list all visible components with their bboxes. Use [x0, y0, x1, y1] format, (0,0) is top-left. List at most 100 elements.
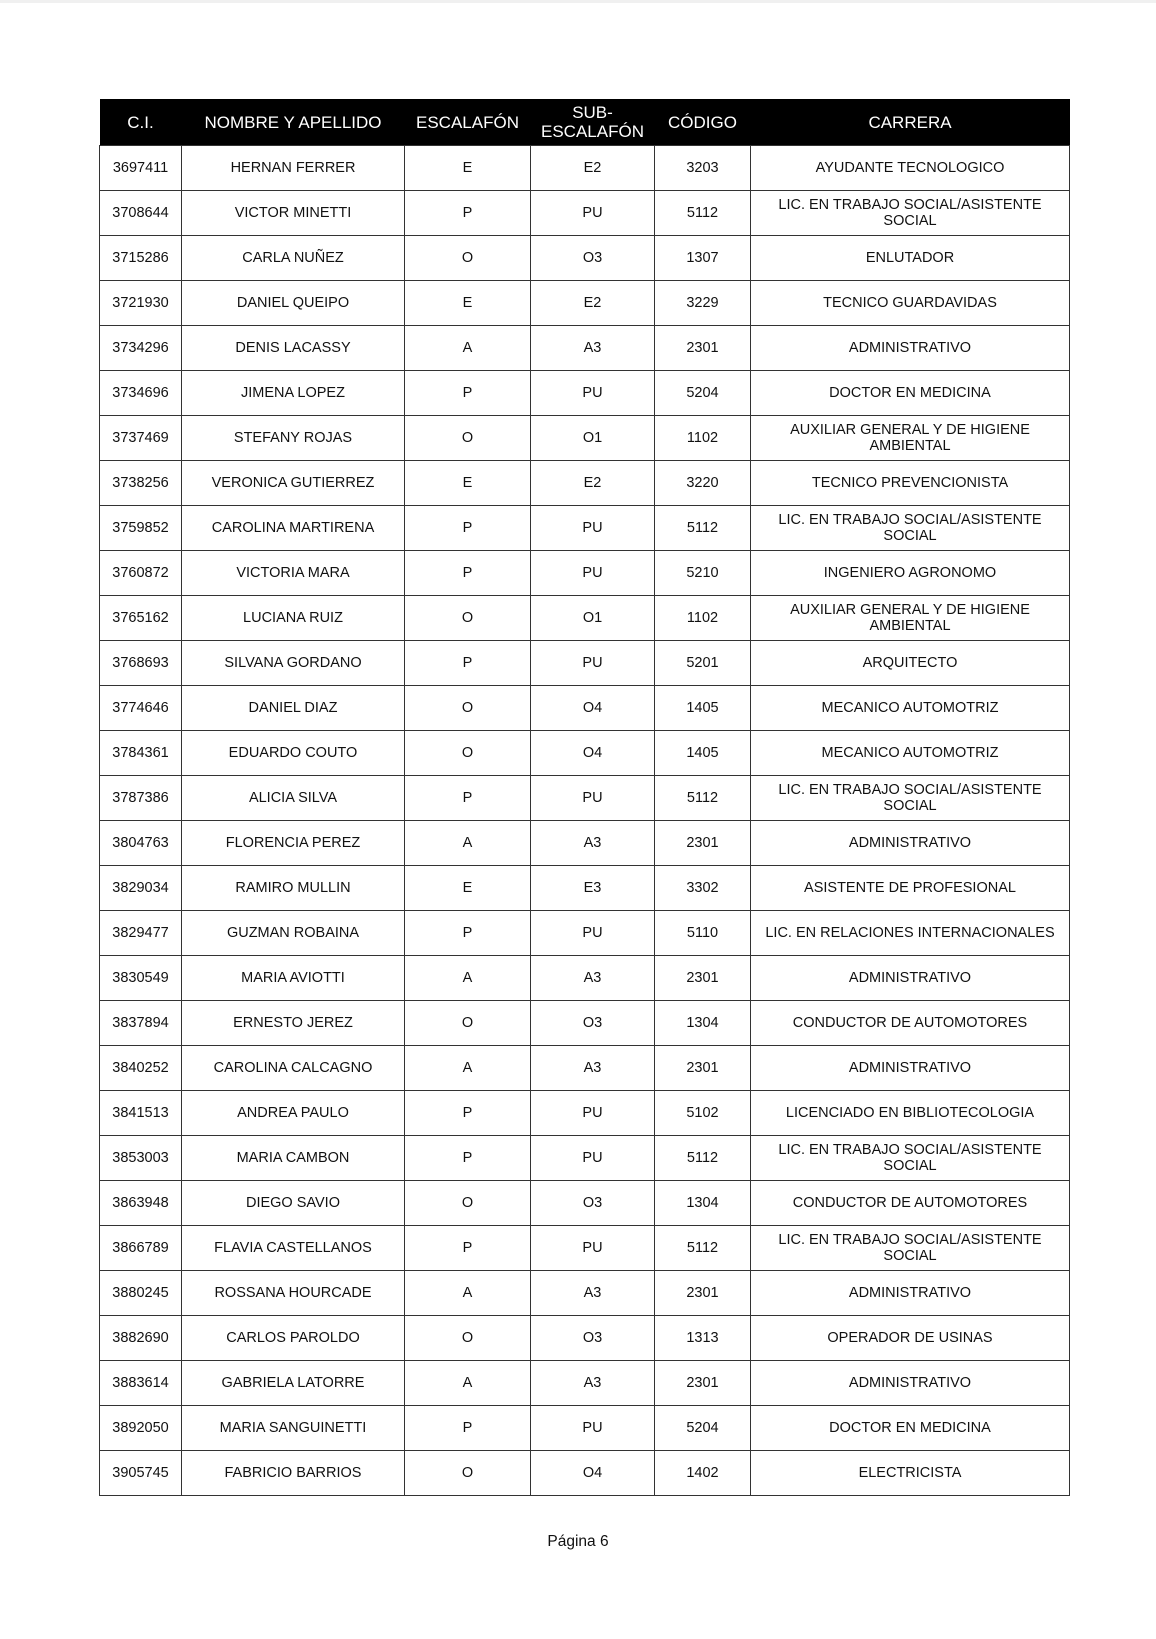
cell-carrera: CONDUCTOR DE AUTOMOTORES [750, 1000, 1070, 1046]
cell-codigo: 5112 [654, 1225, 751, 1271]
cell-codigo: 2301 [654, 1270, 751, 1316]
cell-codigo: 5112 [654, 190, 751, 236]
column-header-ci: C.I. [99, 99, 182, 146]
cell-carrera: OPERADOR DE USINAS [750, 1315, 1070, 1361]
cell-ci: 3784361 [99, 730, 182, 776]
cell-ci: 3882690 [99, 1315, 182, 1361]
cell-codigo: 5201 [654, 640, 751, 686]
cell-codigo: 2301 [654, 820, 751, 866]
cell-escalafon: O [404, 1315, 531, 1361]
cell-nombre: FLORENCIA PEREZ [181, 820, 405, 866]
cell-nombre: VERONICA GUTIERREZ [181, 460, 405, 506]
cell-codigo: 1304 [654, 1180, 751, 1226]
table-row: 3734696 JIMENA LOPEZ P PU 5204 DOCTOR EN MEDI… [99, 370, 1070, 416]
cell-nombre: MARIA AVIOTTI [181, 955, 405, 1001]
cell-nombre: VICTOR MINETTI [181, 190, 405, 236]
cell-codigo: 5112 [654, 775, 751, 821]
table-row: 3829477 GUZMAN ROBAINA P PU 5110 LIC. EN RELA… [99, 910, 1070, 956]
cell-subescalafon: PU [530, 1225, 655, 1271]
cell-subescalafon: PU [530, 1090, 655, 1136]
cell-nombre: GABRIELA LATORRE [181, 1360, 405, 1406]
cell-codigo: 5112 [654, 505, 751, 551]
cell-subescalafon: O3 [530, 235, 655, 281]
cell-subescalafon: O4 [530, 1450, 655, 1496]
cell-carrera: CONDUCTOR DE AUTOMOTORES [750, 1180, 1070, 1226]
table-row: 3853003 MARIA CAMBON P PU 5112 LIC. EN TRABAJ… [99, 1135, 1070, 1181]
cell-ci: 3715286 [99, 235, 182, 281]
column-header-carrera: CARRERA [750, 99, 1070, 146]
cell-codigo: 5102 [654, 1090, 751, 1136]
cell-codigo: 5204 [654, 1405, 751, 1451]
table-row: 3830549 MARIA AVIOTTI A A3 2301 ADMINISTRATIV… [99, 955, 1070, 1001]
cell-escalafon: P [404, 370, 531, 416]
cell-nombre: DIEGO SAVIO [181, 1180, 405, 1226]
cell-nombre: HERNAN FERRER [181, 145, 405, 191]
cell-carrera: DOCTOR EN MEDICINA [750, 1405, 1070, 1451]
cell-codigo: 3220 [654, 460, 751, 506]
cell-ci: 3708644 [99, 190, 182, 236]
table-row: 3768693 SILVANA GORDANO P PU 5201 ARQUITECTO [99, 640, 1070, 686]
cell-escalafon: A [404, 1270, 531, 1316]
cell-subescalafon: PU [530, 640, 655, 686]
cell-nombre: DANIEL QUEIPO [181, 280, 405, 326]
cell-ci: 3768693 [99, 640, 182, 686]
cell-nombre: FABRICIO BARRIOS [181, 1450, 405, 1496]
cell-ci: 3829034 [99, 865, 182, 911]
cell-carrera: LIC. EN TRABAJO SOCIAL/ASISTENTE SOCIAL [750, 1135, 1070, 1181]
table-row: 3765162 LUCIANA RUIZ O O1 1102 AUXILIAR GENER… [99, 595, 1070, 641]
cell-ci: 3737469 [99, 415, 182, 461]
cell-carrera: LIC. EN TRABAJO SOCIAL/ASISTENTE SOCIAL [750, 190, 1070, 236]
cell-codigo: 1102 [654, 415, 751, 461]
table-row: 3787386 ALICIA SILVA P PU 5112 LIC. EN TRABAJ… [99, 775, 1070, 821]
cell-escalafon: O [404, 235, 531, 281]
cell-ci: 3883614 [99, 1360, 182, 1406]
cell-nombre: CAROLINA CALCAGNO [181, 1045, 405, 1091]
cell-subescalafon: A3 [530, 955, 655, 1001]
cell-escalafon: E [404, 865, 531, 911]
cell-nombre: RAMIRO MULLIN [181, 865, 405, 911]
cell-escalafon: P [404, 910, 531, 956]
cell-escalafon: P [404, 505, 531, 551]
cell-escalafon: P [404, 640, 531, 686]
cell-subescalafon: A3 [530, 1045, 655, 1091]
cell-carrera: ADMINISTRATIVO [750, 325, 1070, 371]
column-header-nombre: NOMBRE Y APELLIDO [181, 99, 405, 146]
cell-carrera: MECANICO AUTOMOTRIZ [750, 730, 1070, 776]
table-row: 3905745 FABRICIO BARRIOS O O4 1402 ELECTRICIS… [99, 1450, 1070, 1496]
cell-ci: 3787386 [99, 775, 182, 821]
cell-escalafon: A [404, 325, 531, 371]
cell-nombre: CARLOS PAROLDO [181, 1315, 405, 1361]
cell-codigo: 2301 [654, 1360, 751, 1406]
cell-ci: 3892050 [99, 1405, 182, 1451]
column-header-codigo: CÓDIGO [654, 99, 751, 146]
table-row: 3840252 CAROLINA CALCAGNO A A3 2301 ADMINISTR… [99, 1045, 1070, 1091]
cell-subescalafon: PU [530, 775, 655, 821]
cell-nombre: ANDREA PAULO [181, 1090, 405, 1136]
cell-subescalafon: O3 [530, 1180, 655, 1226]
cell-escalafon: O [404, 595, 531, 641]
cell-carrera: ADMINISTRATIVO [750, 955, 1070, 1001]
cell-codigo: 5204 [654, 370, 751, 416]
cell-nombre: LUCIANA RUIZ [181, 595, 405, 641]
cell-carrera: LIC. EN TRABAJO SOCIAL/ASISTENTE SOCIAL [750, 505, 1070, 551]
cell-carrera: AUXILIAR GENERAL Y DE HIGIENE AMBIENTAL [750, 415, 1070, 461]
table-row: 3882690 CARLOS PAROLDO O O3 1313 OPERADOR DE … [99, 1315, 1070, 1361]
table-row: 3866789 FLAVIA CASTELLANOS P PU 5112 LIC. EN … [99, 1225, 1070, 1271]
cell-codigo: 2301 [654, 1045, 751, 1091]
cell-carrera: ENLUTADOR [750, 235, 1070, 281]
cell-ci: 3804763 [99, 820, 182, 866]
cell-carrera: ADMINISTRATIVO [750, 1270, 1070, 1316]
cell-subescalafon: O3 [530, 1315, 655, 1361]
column-header-escalafon: ESCALAFÓN [404, 99, 531, 146]
cell-carrera: LICENCIADO EN BIBLIOTECOLOGIA [750, 1090, 1070, 1136]
cell-nombre: STEFANY ROJAS [181, 415, 405, 461]
cell-carrera: INGENIERO AGRONOMO [750, 550, 1070, 596]
cell-carrera: LIC. EN TRABAJO SOCIAL/ASISTENTE SOCIAL [750, 775, 1070, 821]
cell-carrera: AYUDANTE TECNOLOGICO [750, 145, 1070, 191]
cell-ci: 3853003 [99, 1135, 182, 1181]
table-row: 3715286 CARLA NUÑEZ O O3 1307 ENLUTADOR [99, 235, 1070, 281]
cell-escalafon: O [404, 415, 531, 461]
cell-ci: 3734296 [99, 325, 182, 371]
cell-escalafon: P [404, 1090, 531, 1136]
cell-subescalafon: O3 [530, 1000, 655, 1046]
